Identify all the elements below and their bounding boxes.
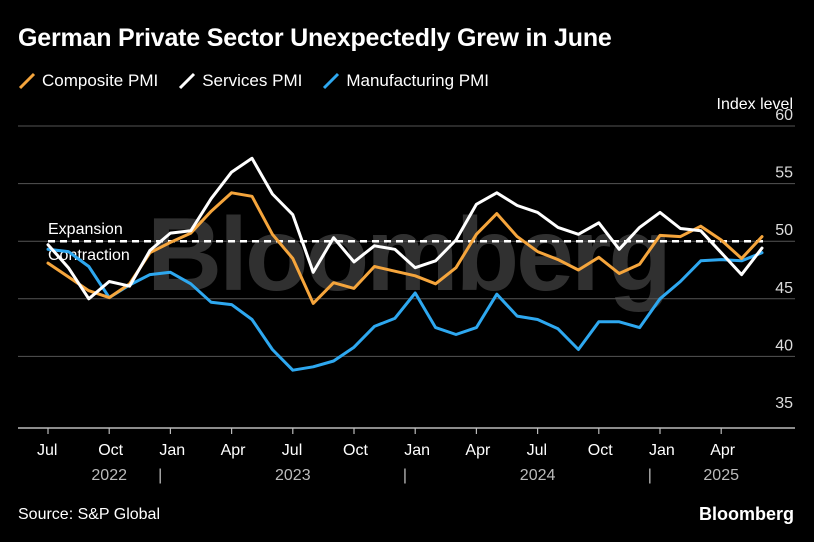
year-separator: | (403, 467, 407, 484)
y-tick-label: 55 (775, 165, 793, 182)
year-label: 2025 (703, 467, 739, 484)
legend-label-services: Services PMI (202, 71, 303, 90)
legend-line-icon-orange (18, 72, 36, 90)
y-tick-label: 60 (775, 107, 793, 124)
legend-item-services: Services PMI (178, 71, 302, 91)
x-tick-label: Jan (649, 442, 675, 459)
x-tick-label: Jul (527, 442, 547, 459)
legend: Composite PMI Services PMI Manufacturing… (18, 68, 489, 94)
x-tick-label: Oct (343, 442, 368, 459)
legend-item-manufacturing: Manufacturing PMI (322, 71, 489, 91)
year-separator: | (158, 467, 162, 484)
legend-label-composite: Composite PMI (42, 71, 159, 90)
brand-logo: Bloomberg (698, 504, 794, 524)
y-tick-label: 35 (775, 395, 793, 412)
series-line-services-pmi (46, 156, 764, 301)
x-tick-label: Oct (588, 442, 613, 459)
legend-item-composite: Composite PMI (18, 71, 158, 91)
source-note: Source: S&P Global (18, 506, 161, 523)
series-line-composite-pmi (46, 191, 764, 305)
x-tick-label: Apr (465, 442, 491, 459)
y-axis-label: Index level (717, 96, 794, 113)
x-tick-label: Jul (282, 442, 302, 459)
year-label: 2024 (520, 467, 556, 484)
x-tick-label: Apr (710, 442, 736, 459)
legend-line-icon-blue (323, 72, 340, 90)
x-tick-label: Oct (98, 442, 123, 459)
y-tick-label: 50 (775, 222, 793, 239)
series-line-manufacturing-pmi (46, 247, 764, 372)
x-tick-label: Jan (404, 442, 430, 459)
x-tick-label: Jan (159, 442, 185, 459)
year-label: 2022 (91, 467, 127, 484)
watermark-text: Bloomberg (147, 197, 669, 313)
year-label: 2023 (275, 467, 311, 484)
expansion-label: Expansion (48, 221, 123, 238)
x-tick-label: Apr (221, 442, 247, 459)
legend-line-icon-white (179, 72, 196, 90)
y-tick-label: 45 (775, 280, 793, 297)
legend-label-manufacturing: Manufacturing PMI (346, 71, 490, 90)
year-separator: | (648, 467, 652, 484)
y-tick-label: 40 (775, 337, 793, 354)
chart-title: German Private Sector Unexpectedly Grew … (18, 24, 612, 52)
x-tick-label: Jul (37, 442, 57, 459)
